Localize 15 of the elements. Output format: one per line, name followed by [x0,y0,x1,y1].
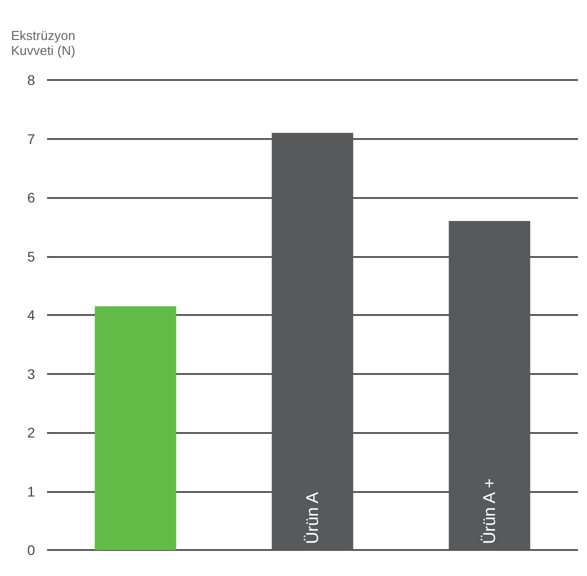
y-tick-label: 4 [27,307,36,323]
x-tick-label: Ürün A + [480,478,499,544]
y-tick-label: 1 [27,483,36,500]
y-axis-title: Ekstrüzyon Kuvveti (N) [11,28,76,58]
y-tick-label: 0 [27,542,36,558]
y-tick-label: 5 [27,248,36,264]
y-tick-label: 6 [27,190,36,206]
y-tick-label: 2 [27,424,36,440]
x-tick-label: Ürün A [303,491,322,544]
y-tick-label: 7 [27,130,36,147]
bar [272,132,354,550]
y-tick-label: 8 [27,72,36,88]
y-tick-label: 3 [27,366,36,382]
bar [94,306,176,550]
bar [448,221,530,550]
